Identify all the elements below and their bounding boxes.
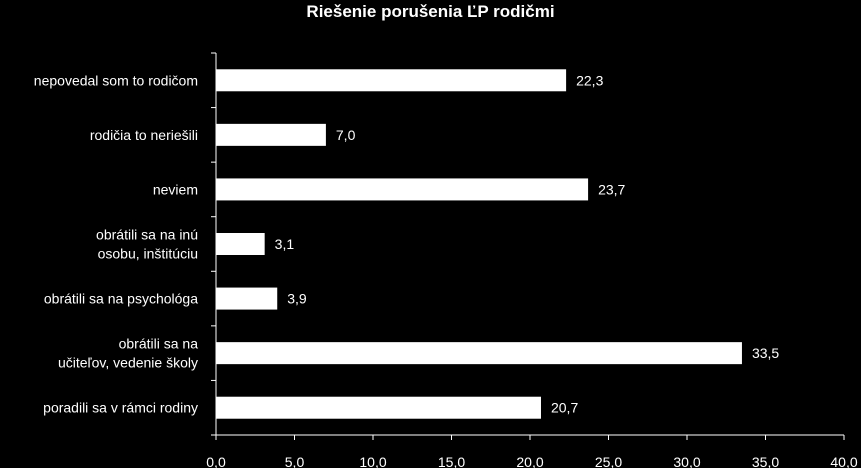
category-label: obrátili sa na inú osobu, inštitúciu	[96, 227, 198, 262]
x-tick-label: 35,0	[752, 454, 779, 468]
value-label: 7,0	[336, 127, 356, 143]
category-label: neviem	[153, 181, 198, 197]
chart-title: Riešenie porušenia ĽP rodičmi	[306, 2, 555, 21]
x-tick-label: 20,0	[516, 454, 543, 468]
value-label: 22,3	[576, 72, 603, 88]
value-label: 33,5	[752, 345, 779, 361]
bar	[216, 287, 278, 310]
x-tick-label: 15,0	[438, 454, 465, 468]
value-label: 20,7	[551, 400, 578, 416]
category-label: nepovedal som to rodičom	[34, 72, 198, 88]
bar	[216, 396, 541, 419]
value-label: 3,9	[287, 291, 307, 307]
x-tick-label: 40,0	[830, 454, 857, 468]
category-label: obrátili sa na učiteľov, vedenie školy	[58, 336, 198, 371]
x-tick-label: 5,0	[285, 454, 305, 468]
value-label: 23,7	[598, 181, 625, 197]
category-label: rodičia to neriešili	[90, 127, 198, 143]
x-tick-label: 0,0	[206, 454, 226, 468]
bar	[216, 123, 326, 146]
x-tick-label: 30,0	[673, 454, 700, 468]
bar	[216, 178, 589, 201]
category-label: poradili sa v rámci rodiny	[43, 400, 198, 416]
bar	[216, 233, 265, 255]
x-tick-label: 25,0	[595, 454, 622, 468]
bar	[216, 69, 567, 92]
bar	[216, 342, 742, 365]
category-label: obrátili sa na psychológa	[44, 291, 198, 307]
value-label: 3,1	[275, 236, 295, 252]
x-tick-label: 10,0	[359, 454, 386, 468]
